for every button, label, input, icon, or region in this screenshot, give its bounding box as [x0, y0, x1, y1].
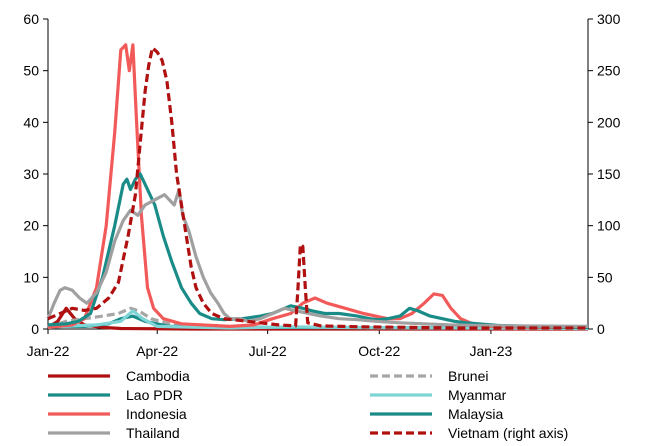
series-line-brunei	[47, 306, 588, 330]
legend-item-thailand: Thailand	[48, 425, 180, 441]
series-line-malaysia	[47, 172, 589, 329]
legend-item-malaysia: Malaysia	[370, 406, 503, 422]
y-right-tick-label: 250	[597, 63, 621, 79]
y-left-tick-label: 30	[23, 166, 39, 182]
x-tick-label: Apr-22	[136, 343, 178, 359]
legend-item-myanmar: Myanmar	[370, 387, 507, 403]
x-tick-label: Jan-23	[470, 343, 513, 359]
legend-label: Myanmar	[448, 387, 507, 403]
y-right-tick-label: 50	[597, 269, 613, 285]
series-line-thailand	[46, 187, 589, 328]
legend-label: Vietnam (right axis)	[448, 425, 568, 441]
legend-item-indonesia: Indonesia	[48, 406, 187, 422]
y-left-tick-label: 50	[23, 63, 39, 79]
y-right-tick-label: 300	[597, 11, 621, 27]
legend-item-cambodia: Cambodia	[48, 368, 190, 384]
y-right-tick-label: 150	[597, 166, 621, 182]
y-left-tick-label: 0	[31, 321, 39, 337]
x-tick-label: Jul-22	[249, 343, 287, 359]
series-line-myanmar	[47, 309, 589, 331]
series-line-vietnam-right-axis	[47, 46, 588, 330]
legend-label: Indonesia	[126, 406, 187, 422]
legend-label: Lao PDR	[126, 387, 183, 403]
chart-legend: Cambodia Brunei Lao PDR Myanmar Indonesia Mal…	[48, 368, 568, 441]
y-left-tick-label: 20	[23, 218, 39, 234]
legend-item-brunei: Brunei	[370, 368, 488, 384]
legend-label: Malaysia	[448, 406, 503, 422]
x-tick-label: Oct-22	[358, 343, 400, 359]
y-left-tick-label: 10	[23, 269, 39, 285]
series-line-indonesia	[47, 43, 588, 329]
legend-label: Brunei	[448, 368, 488, 384]
y-left-tick-label: 40	[23, 114, 39, 130]
x-tick-label: Jan-22	[27, 343, 70, 359]
y-right-tick-label: 200	[597, 114, 621, 130]
chart-axes: 0 10 20 30 40 50 60 0 50 100 150 200 250 300 Jan-22 Apr…	[23, 11, 620, 359]
legend-item-vietnam-right-axis: Vietnam (right axis)	[370, 425, 568, 441]
legend-label: Cambodia	[126, 368, 190, 384]
y-left-tick-label: 60	[23, 11, 39, 27]
legend-item-lao-pdr: Lao PDR	[48, 387, 183, 403]
y-right-tick-label: 0	[597, 321, 605, 337]
chart-series	[46, 43, 589, 331]
y-right-tick-label: 100	[597, 218, 621, 234]
legend-label: Thailand	[126, 425, 180, 441]
